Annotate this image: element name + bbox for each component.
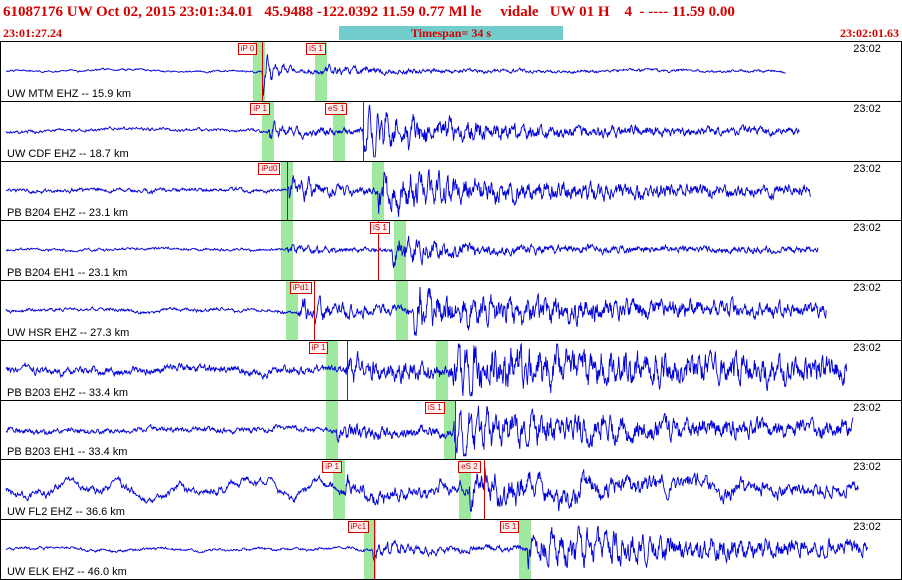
station-label: UW MTM EHZ -- 15.9 km — [7, 87, 132, 100]
seismogram-trace[interactable] — [1, 102, 901, 161]
pick-flag[interactable]: iPd0 — [258, 162, 281, 175]
minute-label: 23:02 — [853, 401, 881, 414]
seismogram-trace[interactable] — [1, 281, 901, 340]
seismogram-trace[interactable] — [1, 341, 901, 400]
pick-window-band — [436, 340, 448, 400]
station-label: UW ELK EHZ -- 46.0 km — [7, 566, 127, 579]
pick-window-band — [315, 42, 328, 101]
trace-panel[interactable]: iP 1 eS 2 23:02 UW FL2 EHZ -- 36.6 km — [0, 459, 902, 521]
station-label: UW CDF EHZ -- 18.7 km — [7, 147, 129, 160]
station-label: PB B203 EH1 -- 33.4 km — [7, 446, 128, 459]
pick-bands-layer — [1, 460, 901, 520]
trace-panel[interactable]: iPc1 iS 1 23:02 UW ELK EHZ -- 46.0 km — [0, 519, 902, 580]
pick-flag[interactable]: iS 1 — [370, 222, 390, 235]
minute-label: 23:02 — [853, 102, 881, 115]
station-label: PB B203 EHZ -- 33.4 km — [7, 386, 129, 399]
pick-overlays-layer: iP 0 iS 1 — [1, 42, 901, 101]
trace-panel[interactable]: iPd1 23:02 UW HSR EHZ -- 27.3 km — [0, 280, 902, 341]
minute-label: 23:02 — [853, 222, 881, 235]
pick-bands-layer — [1, 340, 901, 400]
pick-flag[interactable]: iP 1 — [250, 102, 270, 115]
pick-flag[interactable]: iS 1 — [424, 401, 445, 414]
seismogram-trace[interactable] — [1, 42, 901, 101]
station-label: PB B204 EH1 -- 23.1 km — [7, 267, 128, 280]
pick-window-band — [281, 221, 294, 281]
event-summary-line: 61087176 UW Oct 02, 2015 23:01:34.01 45.… — [3, 4, 735, 20]
pick-window-band — [285, 281, 298, 340]
station-label: PB B204 EHZ -- 23.1 km — [7, 207, 129, 220]
pick-window-band — [326, 400, 339, 460]
minute-label: 23:02 — [853, 461, 881, 474]
minute-label: 23:02 — [853, 521, 881, 534]
trace-panels: iP 0 iS 1 23:02 UW MTM EHZ -- 15.9 km iP … — [0, 41, 902, 580]
trace-panel[interactable]: iP 1 23:02 PB B203 EHZ -- 33.4 km — [0, 339, 902, 401]
pick-window-band — [458, 460, 471, 520]
seismogram-trace[interactable] — [1, 520, 901, 579]
station-label: UW FL2 EHZ -- 36.6 km — [7, 506, 125, 519]
pick-flag[interactable]: iS 1 — [499, 521, 520, 534]
trace-panel[interactable]: iP 0 iS 1 23:02 UW MTM EHZ -- 15.9 km — [0, 41, 902, 102]
pick-window-band — [332, 460, 345, 520]
minute-label: 23:02 — [853, 341, 881, 354]
seismogram-trace[interactable] — [1, 460, 901, 519]
window-start-time: 23:01:27.24 — [3, 26, 62, 40]
pick-flag[interactable]: iPc1 — [347, 521, 370, 534]
station-label: UW HSR EHZ -- 27.3 km — [7, 326, 130, 339]
seismogram-trace[interactable] — [1, 401, 901, 460]
pick-overlays-layer: iPc1 iS 1 — [1, 520, 901, 580]
pick-flag[interactable]: iP 1 — [322, 461, 342, 474]
trace-panel[interactable]: iP 1 eS 1 23:02 UW CDF EHZ -- 18.7 km — [0, 100, 902, 162]
pick-flag[interactable]: iS 1 — [306, 43, 326, 55]
pick-flag[interactable]: iP 0 — [237, 43, 258, 55]
seismogram-trace[interactable] — [1, 221, 901, 280]
pick-window-band — [326, 340, 339, 400]
window-end-time: 23:02:01.63 — [840, 26, 899, 40]
time-axis-bar: 23:01:27.24 Timespan= 34 s 23:02:01.63 — [0, 26, 902, 41]
pick-flag[interactable]: iP 1 — [308, 341, 329, 354]
pick-flag[interactable]: eS 1 — [325, 102, 348, 115]
trace-panel[interactable]: iS 1 23:02 PB B203 EH1 -- 33.4 km — [0, 399, 902, 461]
minute-label: 23:02 — [853, 43, 881, 55]
pick-flag[interactable]: eS 2 — [458, 461, 481, 474]
minute-label: 23:02 — [853, 162, 881, 175]
trace-panel[interactable]: iPd0 23:02 PB B204 EHZ -- 23.1 km — [0, 160, 902, 222]
timespan-label: Timespan= 34 s — [339, 26, 563, 40]
pick-window-band — [364, 520, 376, 580]
seismogram-trace[interactable] — [1, 162, 901, 221]
trace-panel[interactable]: iS 1 23:02 PB B204 EH1 -- 23.1 km — [0, 220, 902, 282]
pick-flag[interactable]: iPd1 — [289, 282, 312, 295]
minute-label: 23:02 — [853, 282, 881, 295]
